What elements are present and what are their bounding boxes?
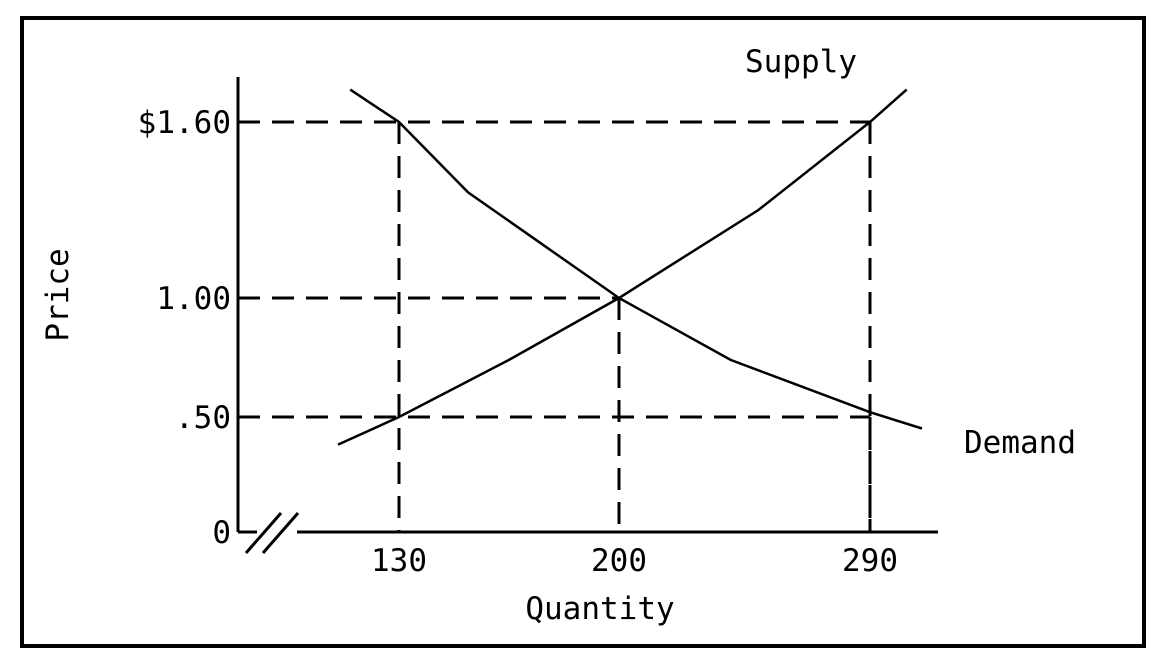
y-axis-label: Price [40,248,76,341]
y-tick-label-1.6: $1.60 [138,105,231,141]
series-label-supply: Supply [745,44,857,80]
x-tick-label-290: 290 [842,543,898,579]
tick-labels: 130 200 290 0 .50 1.00 $1.60 [138,105,898,579]
curves [337,88,923,446]
curve-demand [349,88,923,430]
reference-guides [238,120,872,532]
curve-supply [337,88,908,446]
axes [236,77,938,554]
x-tick-label-130: 130 [371,543,427,579]
chart-frame [20,16,1146,648]
x-tick-label-200: 200 [591,543,647,579]
series-label-demand: Demand [964,425,1076,461]
axis-break-mark-1 [244,512,283,554]
axis-break-mark-2 [261,512,300,554]
series-labels: Supply Demand [745,44,1076,461]
y-tick-label-1: 1.00 [156,281,231,317]
y-tick-label-0.5: .50 [175,400,231,436]
y-tick-label-0: 0 [212,515,231,551]
x-axis-label: Quantity [525,591,674,627]
